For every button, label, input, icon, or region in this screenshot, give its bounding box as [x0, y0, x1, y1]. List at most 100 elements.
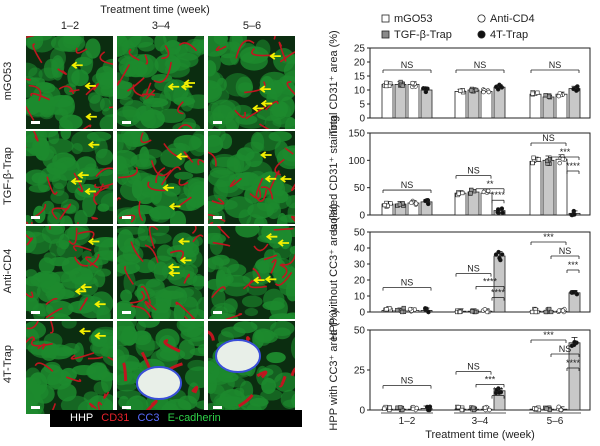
y-tick-label: 150	[348, 129, 365, 140]
data-point	[457, 309, 463, 314]
data-point	[572, 339, 577, 345]
y-tick-label: 5	[359, 100, 365, 111]
data-point	[533, 309, 538, 315]
arrow-icon	[264, 275, 277, 284]
micrograph-tile	[207, 320, 296, 415]
significance-label: ****	[491, 288, 506, 298]
data-point	[397, 202, 402, 207]
data-point	[530, 309, 535, 315]
data-point	[456, 191, 461, 196]
micrograph-image	[208, 131, 295, 224]
data-point	[572, 212, 577, 217]
y-tick-label: 0	[359, 308, 365, 319]
stain-legend-ecadherin: E-cadherin	[167, 412, 221, 424]
data-point	[499, 252, 505, 257]
bar	[454, 91, 467, 119]
micrograph-col-5-6: 5–6	[242, 20, 262, 32]
arrow-icon	[79, 327, 91, 335]
y-tick-label: 0	[359, 211, 365, 222]
arrow-icon	[269, 52, 281, 60]
data-point	[388, 201, 393, 206]
significance-label: NS	[549, 60, 562, 70]
data-point	[460, 190, 465, 196]
significance-label: **	[486, 179, 494, 189]
micrograph-image	[208, 36, 295, 129]
data-point	[426, 201, 431, 207]
data-point	[487, 407, 492, 413]
arrow-icon	[259, 85, 271, 93]
arrow-icon	[253, 276, 265, 284]
data-point	[468, 191, 473, 196]
micrograph-image	[208, 226, 295, 319]
legend-marker-open-square	[381, 14, 390, 23]
arrow-icon	[180, 83, 193, 91]
data-point	[410, 80, 415, 86]
micrograph-image	[26, 36, 113, 129]
data-point	[484, 309, 490, 315]
micrograph-tile	[25, 225, 114, 320]
micrograph-tile	[25, 130, 114, 225]
micrograph-image	[26, 226, 113, 319]
significance-label: ***	[560, 147, 571, 157]
data-point	[458, 88, 463, 93]
data-point	[560, 156, 565, 162]
data-point	[558, 407, 564, 413]
stain-legend-cd31: CD31	[101, 412, 130, 424]
arrow-icon	[264, 175, 277, 183]
y-tick-label: 15	[354, 72, 366, 83]
stain-legend: HHP CD31 CC3 E-cadherin	[50, 410, 302, 427]
data-point	[494, 387, 499, 393]
micrograph-tile	[207, 35, 296, 130]
y-tick-label: 10	[354, 86, 366, 97]
arrow-icon	[167, 263, 180, 271]
significance-label: NS	[474, 60, 487, 70]
scale-bar	[122, 121, 131, 124]
data-point	[543, 309, 548, 315]
significance-label: NS	[401, 278, 414, 288]
data-point	[469, 88, 474, 93]
scale-bar	[31, 406, 40, 409]
legend-label: 4T-Trap	[490, 29, 528, 41]
bar	[529, 161, 542, 216]
arrow-icon	[252, 104, 264, 113]
stain-legend-hhp: HHP	[70, 412, 94, 424]
data-point	[407, 306, 413, 312]
scale-bar	[213, 406, 222, 409]
arrow-icon	[162, 183, 174, 192]
bar	[542, 96, 555, 119]
data-point	[384, 307, 389, 312]
data-point	[560, 308, 566, 313]
data-point	[483, 405, 488, 410]
y-tick-label: 50	[354, 183, 366, 194]
plot-frame	[369, 132, 591, 216]
plot-frame	[369, 47, 591, 119]
significance-label: ****	[483, 276, 498, 286]
significance-label: NS	[467, 362, 480, 372]
legend-label: TGF-β-Trap	[394, 29, 452, 41]
y-tick-label: 25	[354, 44, 366, 55]
x-axis-label: Treatment time (week)	[425, 429, 535, 441]
micrograph-tile	[116, 225, 205, 320]
bar	[568, 88, 581, 119]
stain-legend-cc3: CC3	[137, 412, 160, 424]
arrow-icon	[167, 83, 180, 91]
data-point	[426, 309, 431, 315]
y-tick-label: 20	[354, 276, 366, 287]
micrograph-image	[117, 131, 204, 224]
micrograph-image	[208, 321, 295, 414]
y-axis-label: Isolated CD31⁺ staining	[328, 116, 340, 232]
arrow-icon	[183, 79, 196, 87]
data-point	[410, 406, 416, 412]
data-point	[423, 86, 428, 91]
legend-label: Anti-CD4	[490, 13, 535, 25]
data-point	[382, 406, 387, 411]
data-point	[387, 405, 392, 410]
bar	[394, 84, 407, 119]
bar	[480, 91, 493, 119]
significance-label: ***	[543, 330, 554, 340]
y-axis-label: Total CD31⁺ area (%)	[328, 30, 340, 135]
x-tick-label: 3–4	[472, 416, 489, 427]
data-point	[547, 157, 553, 162]
plot-frame	[369, 329, 591, 411]
data-point	[574, 291, 580, 297]
